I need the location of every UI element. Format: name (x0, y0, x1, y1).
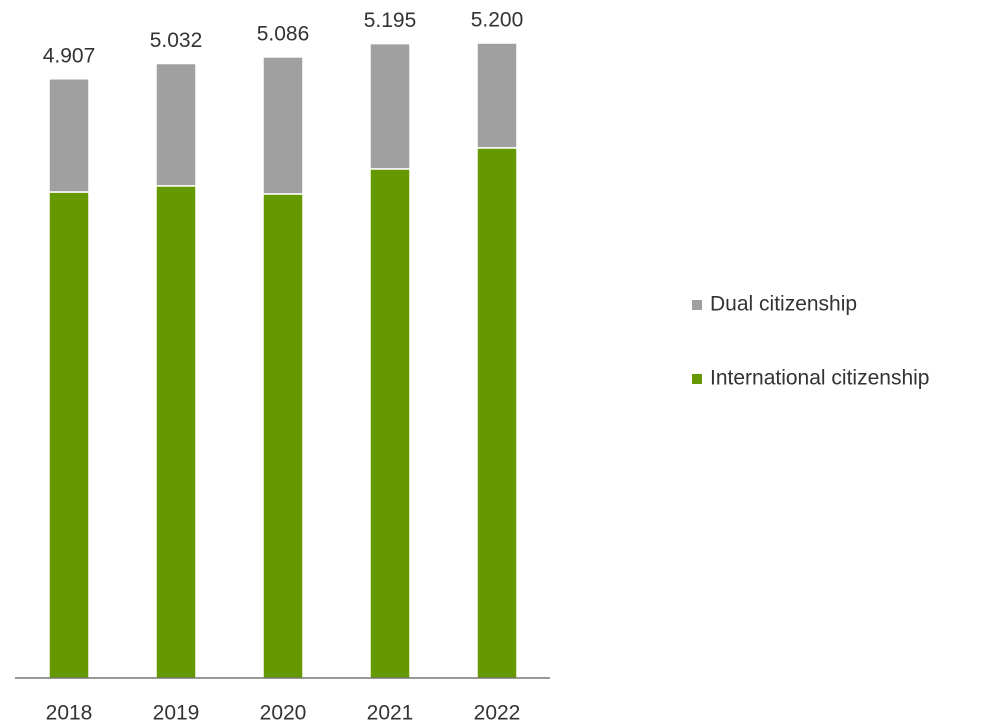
total-label: 5.200 (471, 9, 524, 32)
x-tick-label: 2020 (260, 702, 307, 725)
legend-swatch (692, 374, 702, 384)
bar-segment (476, 147, 518, 679)
bar-segment (155, 62, 197, 187)
bar-segment (262, 56, 304, 195)
bar-segment (476, 42, 518, 149)
total-label: 5.086 (257, 22, 310, 45)
bar-segment (155, 185, 197, 679)
x-tick-label: 2022 (474, 702, 521, 725)
legend-label: International citizenship (710, 367, 929, 390)
x-tick-label: 2021 (367, 702, 414, 725)
legend-label: Dual citizenship (710, 293, 857, 316)
x-tick-label: 2018 (46, 702, 93, 725)
bar-segment (262, 193, 304, 679)
bar-segment (48, 191, 90, 679)
total-label: 4.907 (43, 44, 96, 67)
legend-swatch (692, 300, 702, 310)
bar-segment (369, 168, 411, 679)
bar-segment (369, 42, 411, 170)
x-tick-label: 2019 (153, 702, 200, 725)
bar-segment (48, 78, 90, 193)
total-label: 5.195 (364, 9, 417, 32)
total-label: 5.032 (150, 29, 203, 52)
